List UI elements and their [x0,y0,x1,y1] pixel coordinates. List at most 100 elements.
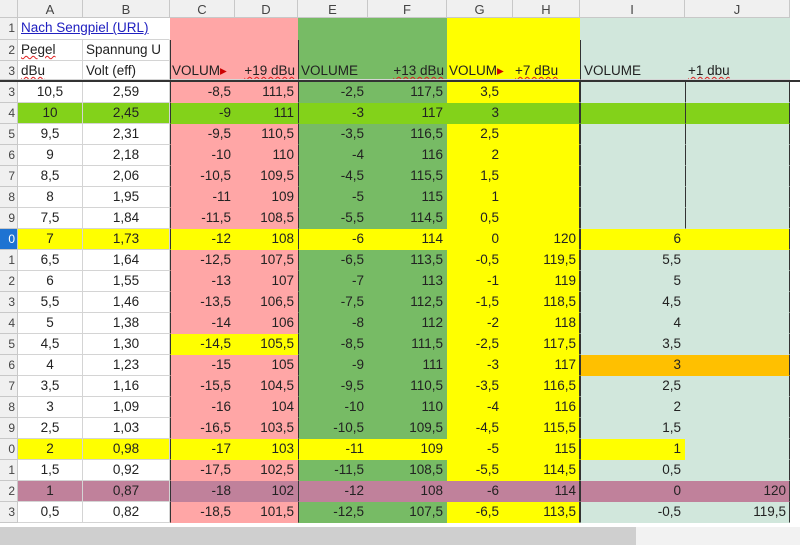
cell-a[interactable]: 1 [18,481,83,502]
cell-e[interactable]: -9,5 [298,376,368,397]
cell-j[interactable] [685,187,790,208]
cell-d[interactable]: 102,5 [235,460,298,481]
cell-i[interactable] [580,145,685,166]
cell-d[interactable]: 104,5 [235,376,298,397]
cell-a[interactable]: 2 [18,439,83,460]
column-header-i[interactable]: I [580,0,685,18]
cell-h[interactable] [513,208,580,229]
cell-f[interactable]: 116 [368,145,447,166]
cell-f[interactable]: 113 [368,271,447,292]
cell-d[interactable]: 108 [235,229,298,250]
cell-f[interactable]: 107,5 [368,502,447,523]
cell-e[interactable]: -6,5 [298,250,368,271]
row-header[interactable]: 9 [0,208,18,229]
cell-g1[interactable] [447,18,580,40]
cell-h[interactable] [513,82,580,103]
cell-c2[interactable] [170,40,298,61]
cell-j[interactable]: 120 [685,481,790,502]
cell-f[interactable]: 115,5 [368,166,447,187]
cell-c[interactable]: -12,5 [170,250,235,271]
cell-b[interactable]: 1,30 [83,334,170,355]
cell-f[interactable]: 111,5 [368,334,447,355]
cell-j[interactable] [685,166,790,187]
cell-h[interactable] [513,124,580,145]
cell-c[interactable]: -11 [170,187,235,208]
row-header[interactable]: 8 [0,187,18,208]
cell-j[interactable] [685,292,790,313]
cell-g[interactable]: -2 [447,313,513,334]
cell-f[interactable]: 109,5 [368,418,447,439]
cell-d[interactable]: 107 [235,271,298,292]
cell-g[interactable]: -6 [447,481,513,502]
row-header[interactable]: 4 [0,103,18,124]
cell-e[interactable]: -4 [298,145,368,166]
cell-b[interactable]: 1,38 [83,313,170,334]
cell-a[interactable]: 10 [18,103,83,124]
cell-b[interactable]: 1,09 [83,397,170,418]
cell-i[interactable]: 6 [580,229,685,250]
row-header[interactable]: 5 [0,124,18,145]
cell-d[interactable]: 110 [235,145,298,166]
cell-g[interactable]: 3,5 [447,82,513,103]
row-header[interactable]: 2 [0,481,18,502]
cell-i[interactable]: 3 [580,355,685,376]
cell-c[interactable]: -10 [170,145,235,166]
cell-j[interactable] [685,271,790,292]
cell-b[interactable]: 1,84 [83,208,170,229]
cell-b[interactable]: 2,59 [83,82,170,103]
cell-h3[interactable]: +7 dBu [513,61,580,80]
cell-g3[interactable]: VOLUM▸ [447,61,513,80]
cell-a[interactable]: 9 [18,145,83,166]
column-header-f[interactable]: F [368,0,447,18]
cell-a[interactable]: 3,5 [18,376,83,397]
row-header[interactable]: 3 [0,61,18,80]
cell-e[interactable]: -8,5 [298,334,368,355]
cell-j[interactable] [685,376,790,397]
cell-i[interactable] [580,208,685,229]
cell-i1[interactable] [580,18,790,40]
cell-h[interactable] [513,166,580,187]
cell-e3[interactable]: VOLUME [298,61,368,80]
cell-e[interactable]: -2,5 [298,82,368,103]
row-header[interactable]: 3 [0,502,18,523]
cell-d[interactable]: 103,5 [235,418,298,439]
cell-b[interactable]: 2,31 [83,124,170,145]
cell-a[interactable]: 5 [18,313,83,334]
cell-j[interactable] [685,355,790,376]
cell-a[interactable]: 7 [18,229,83,250]
cell-i[interactable]: 5,5 [580,250,685,271]
cell-j[interactable] [685,145,790,166]
column-header-e[interactable]: E [298,0,368,18]
cell-b[interactable]: 0,92 [83,460,170,481]
cell-i[interactable]: -0,5 [580,502,685,523]
cell-c[interactable]: -11,5 [170,208,235,229]
cell-f[interactable]: 111 [368,355,447,376]
sengpiel-link[interactable]: Nach Sengpiel (URL) [21,20,149,35]
cell-a[interactable]: 6 [18,271,83,292]
cell-c[interactable]: -9,5 [170,124,235,145]
cell-i[interactable]: 4 [580,313,685,334]
cell-c[interactable]: -9 [170,103,235,124]
cell-c[interactable]: -8,5 [170,82,235,103]
cell-d[interactable]: 102 [235,481,298,502]
cell-a[interactable]: 9,5 [18,124,83,145]
cell-g[interactable]: 0,5 [447,208,513,229]
cell-j[interactable]: 119,5 [685,502,790,523]
row-header[interactable]: 1 [0,460,18,481]
cell-g[interactable]: -1 [447,271,513,292]
cell-d[interactable]: 109 [235,187,298,208]
cell-e[interactable]: -7,5 [298,292,368,313]
row-header[interactable]: 6 [0,355,18,376]
cell-e[interactable]: -5 [298,187,368,208]
cell-d[interactable]: 111 [235,103,298,124]
cell-c[interactable]: -14,5 [170,334,235,355]
row-header[interactable]: 5 [0,334,18,355]
cell-c[interactable]: -17,5 [170,460,235,481]
cell-h[interactable]: 116 [513,397,580,418]
cell-i[interactable] [580,124,685,145]
cell-f[interactable]: 108,5 [368,460,447,481]
cell-c[interactable]: -17 [170,439,235,460]
cell-f[interactable]: 114,5 [368,208,447,229]
cell-g2[interactable] [447,40,580,61]
cell-g[interactable]: -5,5 [447,460,513,481]
